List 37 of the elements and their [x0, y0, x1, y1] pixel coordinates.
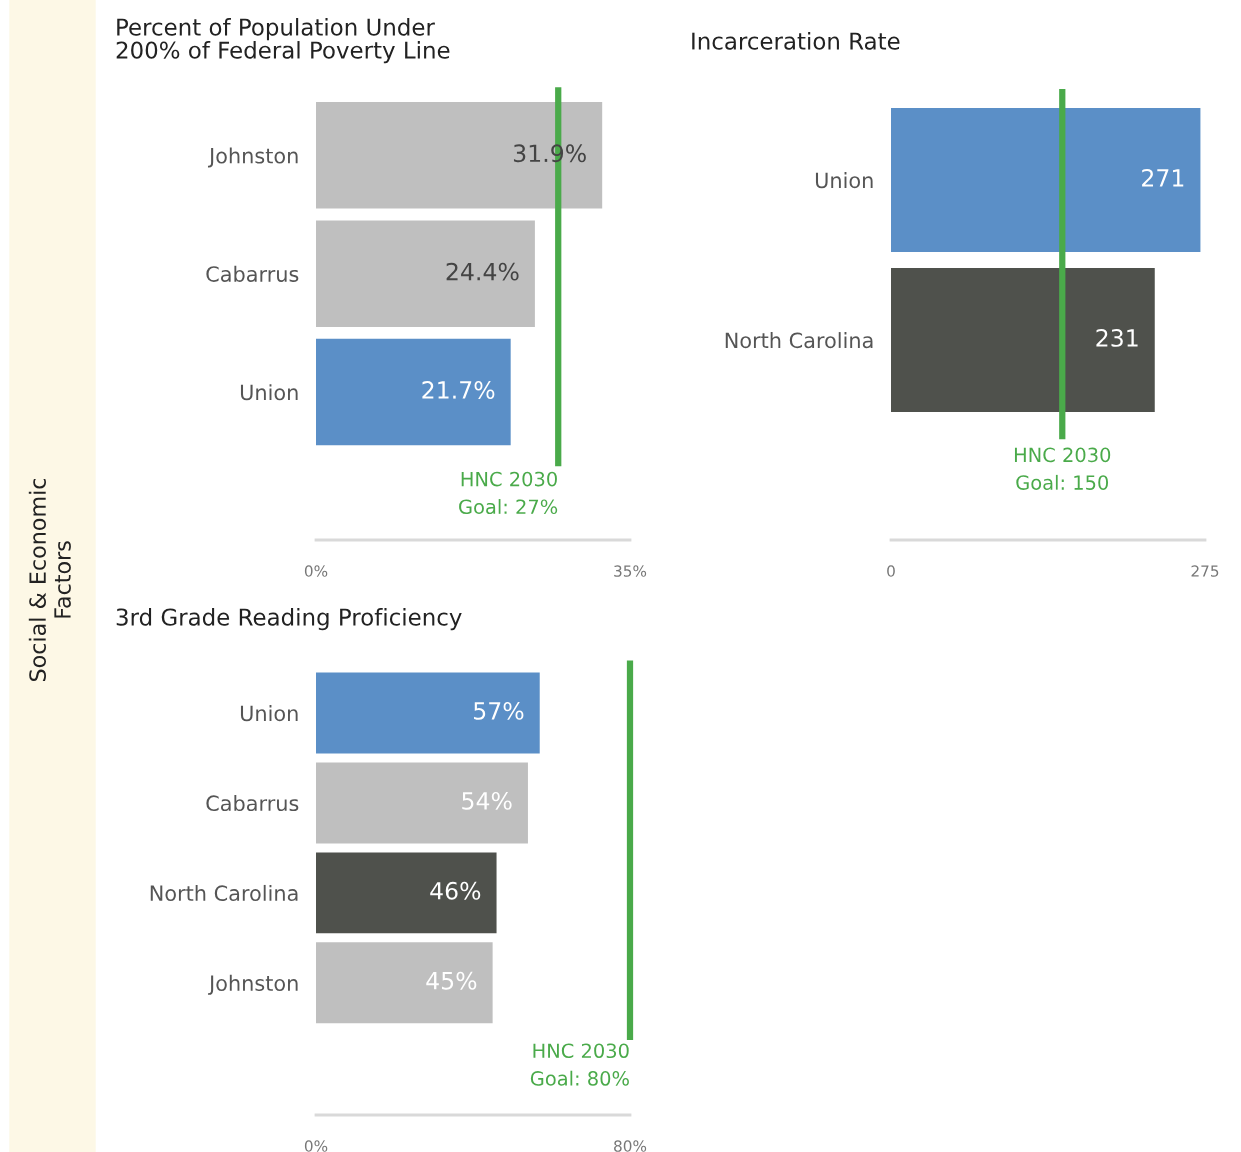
bar — [316, 762, 528, 844]
bar — [316, 102, 603, 209]
y-tick-label: Union — [815, 172, 873, 189]
data-label: 46% — [430, 881, 481, 900]
y-tick-label: Union — [240, 705, 298, 722]
y-tick-label: Cabarrus — [206, 265, 299, 282]
bar — [316, 852, 497, 934]
bar — [316, 220, 535, 327]
data-label: 24.4% — [446, 262, 519, 281]
data-label: 57% — [474, 701, 524, 720]
chart-title: Percent of Population Under 200% of Federal Poverty Line — [116, 18, 450, 64]
chart-title: Incarceration Rate — [692, 32, 900, 50]
y-tick-label: Johnston — [207, 974, 298, 995]
y-tick-label: Cabarrus — [206, 794, 299, 812]
bar — [316, 672, 540, 754]
ref-line-label: HNC 2030 Goal: 80% — [530, 1043, 629, 1086]
text: Social & Economic Factors — [28, 478, 71, 681]
x-tick-label: 35% — [614, 565, 647, 577]
x-tick-label: 0% — [304, 1140, 328, 1152]
x-tick-label: 0 — [887, 565, 895, 577]
x-tick-label: 80% — [614, 1140, 647, 1152]
y-tick-label: Johnston — [207, 147, 298, 168]
ref-line-label: HNC 2030 Goal: 150 — [1014, 447, 1111, 490]
x-tick-label: 275 — [1191, 565, 1219, 577]
bar — [316, 942, 493, 1024]
x-tick-label: 0% — [304, 565, 328, 577]
y-tick-label: North Carolina — [725, 332, 873, 349]
data-label: 271 — [1142, 168, 1184, 187]
y-tick-label: Union — [240, 384, 298, 401]
data-label: 54% — [462, 791, 512, 810]
bar — [316, 338, 511, 446]
chart-title: 3rd Grade Reading Proficiency — [116, 608, 462, 631]
data-label: 231 — [1096, 328, 1138, 347]
data-label: 21.7% — [422, 381, 495, 399]
y-tick-label: North Carolina — [150, 884, 298, 902]
ref-line-label: HNC 2030 Goal: 27% — [459, 471, 558, 515]
data-label: 45% — [426, 971, 477, 990]
